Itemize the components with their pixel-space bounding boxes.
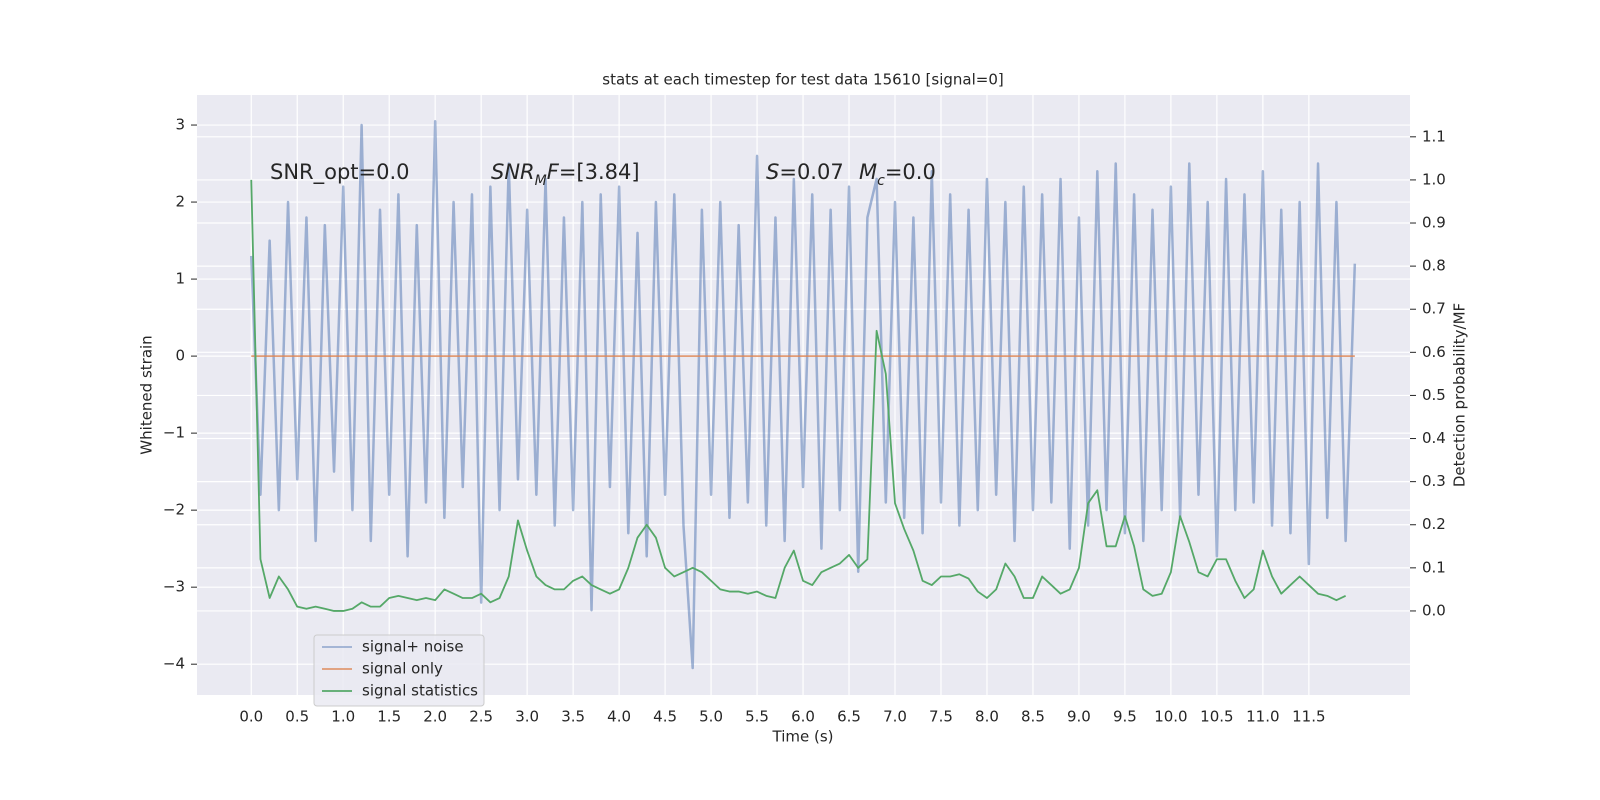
y2-axis-label: Detection probability/MF	[1451, 303, 1469, 487]
annotation: SNRMF=[3.84]	[491, 160, 640, 189]
x-tick-label: 7.5	[929, 708, 953, 726]
annotation-part: S	[766, 160, 779, 184]
x-axis-label: Time (s)	[772, 728, 834, 746]
x-tick-label: 0.5	[285, 708, 309, 726]
y-tick-label: 0	[175, 347, 185, 365]
x-tick-label: 10.5	[1200, 708, 1233, 726]
y-tick-label: 3	[175, 116, 185, 134]
y-tick-label: 2	[175, 193, 185, 211]
annotation: S=0.07	[766, 160, 844, 184]
x-tick-label: 2.0	[423, 708, 447, 726]
y2-tick-label: 0.1	[1422, 558, 1446, 576]
series-line	[250, 179, 1347, 612]
y2-tick-label: 0.0	[1422, 601, 1446, 619]
legend-label: signal statistics	[362, 682, 478, 700]
chart-title: stats at each timestep for test data 156…	[602, 71, 1003, 89]
y2-tick-label: 0.9	[1422, 214, 1446, 232]
annotation-part: =0.07	[779, 160, 843, 184]
x-tick-label: 9.0	[1067, 708, 1091, 726]
y-tick-label: −1	[163, 424, 185, 442]
x-tick-label: 5.0	[699, 708, 723, 726]
y-tick-label: −3	[163, 578, 185, 596]
y-tick-label: −4	[163, 655, 185, 673]
annotation-part: c	[877, 173, 885, 189]
x-tick-label: 5.5	[745, 708, 769, 726]
y2-tick-label: 0.3	[1422, 472, 1446, 490]
x-tick-label: 3.0	[515, 708, 539, 726]
x-tick-label: 1.5	[377, 708, 401, 726]
y2-tick-label: 1.1	[1422, 127, 1446, 145]
annotation-part: =[3.84]	[559, 160, 640, 184]
x-tick-label: 8.5	[1021, 708, 1045, 726]
annotation: Mc=0.0	[859, 160, 936, 189]
annotation: SNR_opt=0.0	[270, 160, 410, 185]
y2-tick-label: 0.2	[1422, 515, 1446, 533]
y-tick-label: −2	[163, 501, 185, 519]
y2-tick-label: 0.6	[1422, 343, 1446, 361]
x-tick-label: 7.0	[883, 708, 907, 726]
y2-tick-label: 0.7	[1422, 300, 1446, 318]
x-tick-label: 3.5	[561, 708, 585, 726]
x-tick-label: 0.0	[239, 708, 263, 726]
annotation-part: F	[547, 160, 560, 184]
series-line	[250, 119, 1357, 670]
y2-tick-label: 0.5	[1422, 386, 1446, 404]
x-tick-label: 4.0	[607, 708, 631, 726]
y2-tick-label: 0.4	[1422, 429, 1446, 447]
annotation-part: SNR_opt=0.0	[270, 160, 410, 185]
annotation-part: M	[859, 160, 877, 184]
x-tick-label: 6.5	[837, 708, 861, 726]
legend-label: signal+ noise	[362, 638, 464, 656]
annotation-part: M	[535, 173, 547, 189]
annotation-part: SNR	[491, 160, 535, 184]
y2-tick-label: 0.8	[1422, 257, 1446, 275]
x-tick-label: 10.0	[1154, 708, 1187, 726]
y-axis-label: Whitened strain	[138, 335, 156, 454]
y-tick-label: 1	[175, 270, 185, 288]
x-tick-label: 8.0	[975, 708, 999, 726]
x-tick-label: 1.0	[331, 708, 355, 726]
x-tick-label: 11.0	[1246, 708, 1279, 726]
x-tick-label: 2.5	[469, 708, 493, 726]
y2-tick-label: 1.0	[1422, 170, 1446, 188]
legend-box	[313, 634, 485, 707]
legend-label: signal only	[362, 660, 443, 678]
annotation-part: =0.0	[885, 160, 936, 184]
x-tick-label: 6.0	[791, 708, 815, 726]
x-tick-label: 9.5	[1113, 708, 1137, 726]
x-tick-label: 11.5	[1292, 708, 1325, 726]
x-tick-label: 4.5	[653, 708, 677, 726]
